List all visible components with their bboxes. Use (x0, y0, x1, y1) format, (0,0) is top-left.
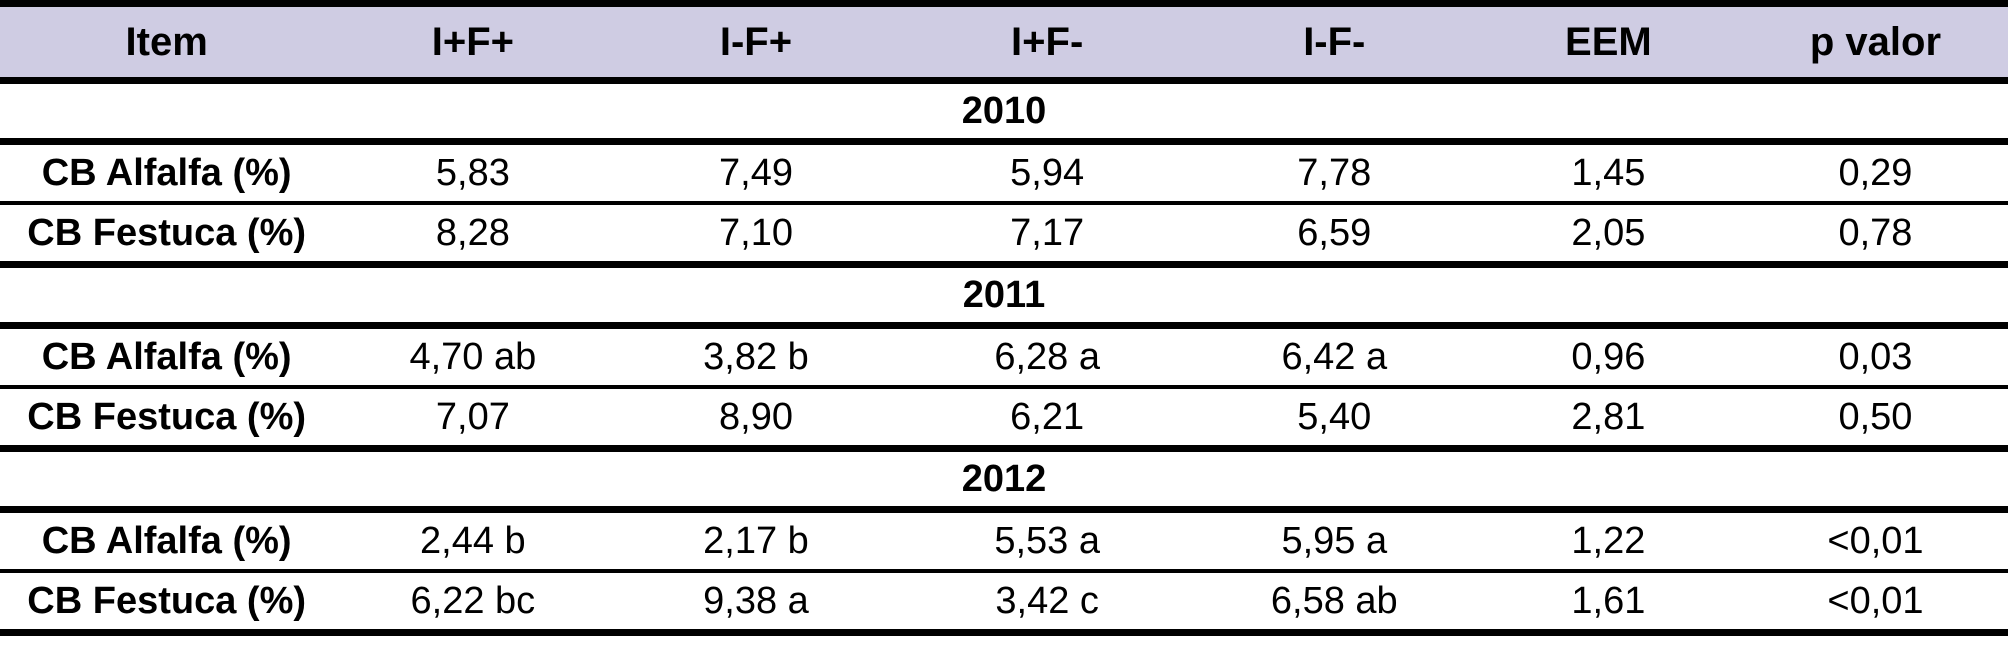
cell-value: 5,53 a (899, 509, 1195, 573)
cell-value: 8,28 (333, 203, 613, 268)
column-header-p-valor: p valor (1742, 3, 2008, 84)
column-header-i+f+: I+F+ (333, 3, 613, 84)
table-row: CB Festuca (%) 7,07 8,90 6,21 5,40 2,81 … (0, 387, 2008, 452)
table-row: CB Alfalfa (%) 2,44 b 2,17 b 5,53 a 5,95… (0, 509, 2008, 573)
header-row: Item I+F+ I-F+ I+F- I-F- EEM p valor (0, 3, 2008, 84)
cell-value: 0,29 (1742, 141, 2008, 205)
cell-value: 6,28 a (899, 325, 1195, 389)
table-row: CB Alfalfa (%) 4,70 ab 3,82 b 6,28 a 6,4… (0, 325, 2008, 389)
cell-value: 7,10 (612, 203, 900, 268)
row-label: CB Alfalfa (%) (0, 509, 334, 573)
cell-value: 6,21 (899, 387, 1195, 452)
cell-value: 0,03 (1742, 325, 2008, 389)
year-label: 2011 (0, 264, 2008, 329)
treatment-results-table: Item I+F+ I-F+ I+F- I-F- EEM p valor 201… (0, 0, 2008, 636)
column-header-i-f+: I-F+ (612, 3, 900, 84)
row-label: CB Festuca (%) (0, 571, 334, 636)
cell-value: 6,22 bc (333, 571, 613, 636)
row-label: CB Festuca (%) (0, 203, 334, 268)
table-row: CB Festuca (%) 8,28 7,10 7,17 6,59 2,05 … (0, 203, 2008, 268)
cell-value: 7,49 (612, 141, 900, 205)
cell-value: 6,59 (1194, 203, 1474, 268)
row-label: CB Alfalfa (%) (0, 141, 334, 205)
cell-value: 5,83 (333, 141, 613, 205)
table-row: CB Alfalfa (%) 5,83 7,49 5,94 7,78 1,45 … (0, 141, 2008, 205)
column-header-eem: EEM (1473, 3, 1743, 84)
cell-value: 1,45 (1473, 141, 1743, 205)
cell-value: 5,95 a (1194, 509, 1474, 573)
cell-value: 3,42 c (899, 571, 1195, 636)
row-label: CB Alfalfa (%) (0, 325, 334, 389)
cell-value: 6,42 a (1194, 325, 1474, 389)
cell-value: 4,70 ab (333, 325, 613, 389)
cell-value: 9,38 a (612, 571, 900, 636)
cell-value: 3,82 b (612, 325, 900, 389)
cell-value: 2,17 b (612, 509, 900, 573)
year-row-2011: 2011 (0, 264, 2008, 329)
cell-value: 7,07 (333, 387, 613, 452)
table-row: CB Festuca (%) 6,22 bc 9,38 a 3,42 c 6,5… (0, 571, 2008, 636)
year-row-2012: 2012 (0, 448, 2008, 513)
cell-value: 1,61 (1473, 571, 1743, 636)
cell-value: 8,90 (612, 387, 900, 452)
cell-value: <0,01 (1742, 571, 2008, 636)
year-label: 2010 (0, 80, 2008, 145)
cell-value: 1,22 (1473, 509, 1743, 573)
cell-value: 5,40 (1194, 387, 1474, 452)
cell-value: 0,96 (1473, 325, 1743, 389)
column-header-i+f-: I+F- (899, 3, 1195, 84)
column-header-item: Item (0, 3, 334, 84)
cell-value: 7,78 (1194, 141, 1474, 205)
cell-value: <0,01 (1742, 509, 2008, 573)
cell-value: 0,78 (1742, 203, 2008, 268)
cell-value: 6,58 ab (1194, 571, 1474, 636)
cell-value: 2,81 (1473, 387, 1743, 452)
cell-value: 2,44 b (333, 509, 613, 573)
row-label: CB Festuca (%) (0, 387, 334, 452)
cell-value: 5,94 (899, 141, 1195, 205)
year-label: 2012 (0, 448, 2008, 513)
year-row-2010: 2010 (0, 80, 2008, 145)
column-header-i-f-: I-F- (1194, 3, 1474, 84)
cell-value: 7,17 (899, 203, 1195, 268)
cell-value: 2,05 (1473, 203, 1743, 268)
cell-value: 0,50 (1742, 387, 2008, 452)
